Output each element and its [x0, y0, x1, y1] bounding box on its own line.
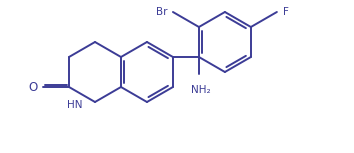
Text: F: F: [283, 7, 289, 17]
Text: NH₂: NH₂: [191, 85, 211, 95]
Text: Br: Br: [156, 7, 168, 17]
Text: O: O: [29, 80, 38, 93]
Text: HN: HN: [67, 100, 82, 110]
